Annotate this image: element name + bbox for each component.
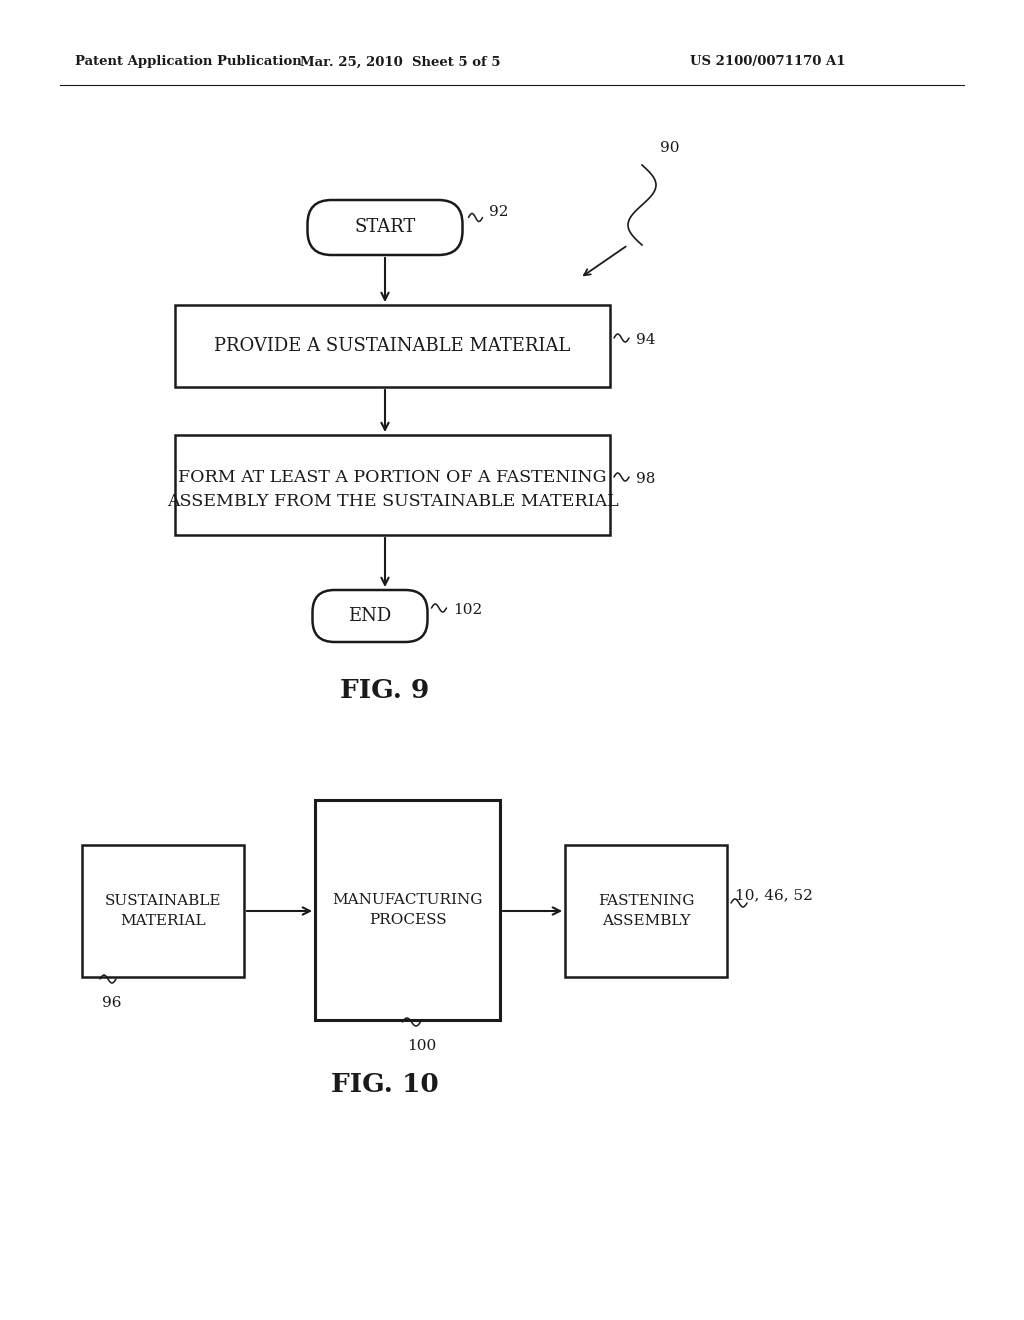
Text: FORM AT LEAST A PORTION OF A FASTENING: FORM AT LEAST A PORTION OF A FASTENING xyxy=(178,469,607,486)
Text: START: START xyxy=(354,219,416,236)
Bar xyxy=(82,845,244,977)
Text: 100: 100 xyxy=(408,1039,437,1053)
Bar xyxy=(175,305,610,387)
Text: SUSTAINABLE
MATERIAL: SUSTAINABLE MATERIAL xyxy=(104,894,221,928)
Text: 92: 92 xyxy=(488,205,508,219)
Text: PROVIDE A SUSTAINABLE MATERIAL: PROVIDE A SUSTAINABLE MATERIAL xyxy=(214,337,570,355)
Bar xyxy=(565,845,727,977)
FancyBboxPatch shape xyxy=(312,590,427,642)
Text: 94: 94 xyxy=(636,333,655,347)
Text: Patent Application Publication: Patent Application Publication xyxy=(75,55,302,69)
Text: FIG. 9: FIG. 9 xyxy=(340,677,430,702)
Text: US 2100/0071170 A1: US 2100/0071170 A1 xyxy=(690,55,846,69)
Text: FASTENING
ASSEMBLY: FASTENING ASSEMBLY xyxy=(598,894,694,928)
Bar xyxy=(315,800,500,1020)
Text: Mar. 25, 2010  Sheet 5 of 5: Mar. 25, 2010 Sheet 5 of 5 xyxy=(300,55,501,69)
Text: ASSEMBLY FROM THE SUSTAINABLE MATERIAL: ASSEMBLY FROM THE SUSTAINABLE MATERIAL xyxy=(167,492,618,510)
Text: 102: 102 xyxy=(454,603,482,616)
Text: MANUFACTURING
PROCESS: MANUFACTURING PROCESS xyxy=(332,892,482,927)
Text: 96: 96 xyxy=(102,997,122,1010)
FancyBboxPatch shape xyxy=(307,201,463,255)
Text: FIG. 10: FIG. 10 xyxy=(331,1072,439,1097)
Bar xyxy=(175,436,610,535)
Text: END: END xyxy=(348,607,391,624)
Text: 98: 98 xyxy=(636,473,655,486)
Text: 90: 90 xyxy=(660,141,680,154)
Text: 10, 46, 52: 10, 46, 52 xyxy=(735,888,813,902)
